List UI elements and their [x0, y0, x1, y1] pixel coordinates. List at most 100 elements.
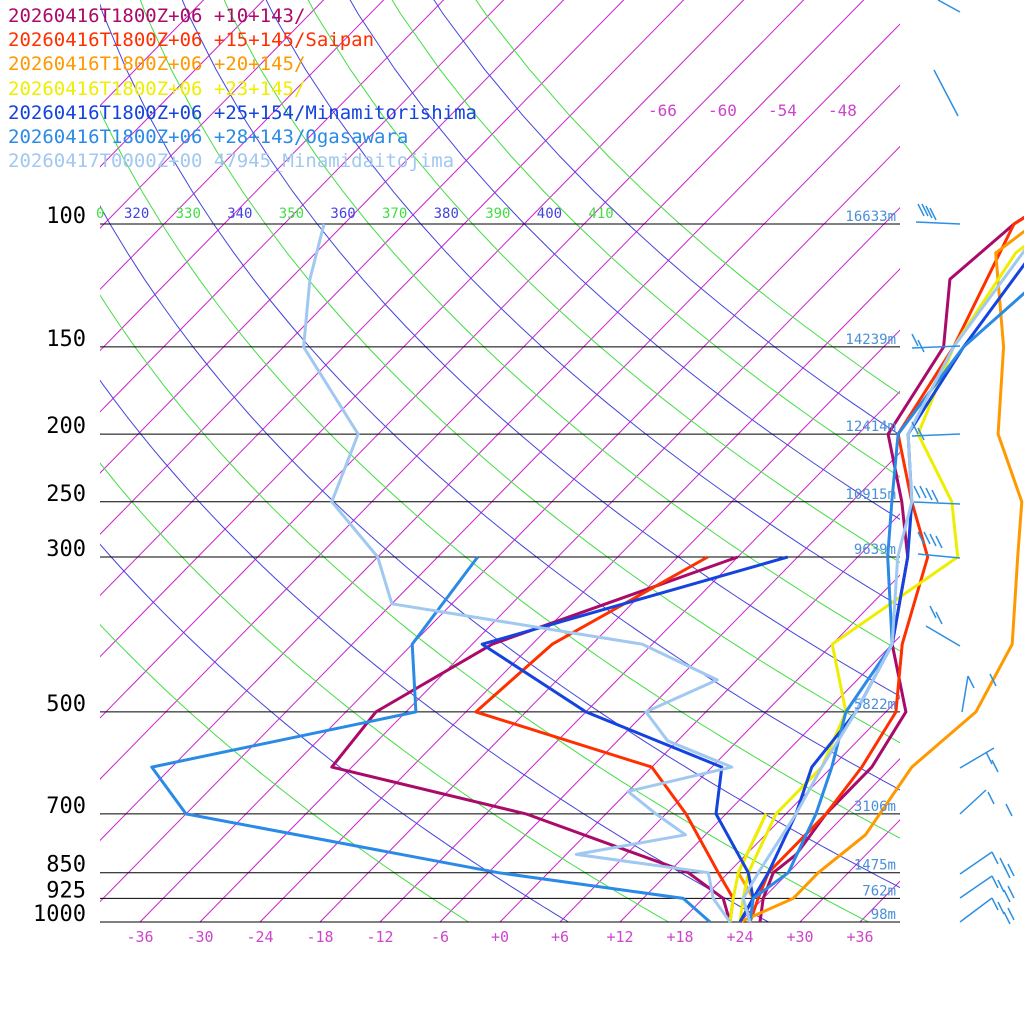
dry-adiabat-line [100, 623, 469, 923]
wind-barb-flag [919, 485, 927, 499]
wind-barb-flag [917, 427, 925, 441]
legend-entry: 20260416T1800Z+06 +28+143/Ogasawara [8, 125, 409, 148]
wind-barb-flag [931, 489, 939, 503]
temperature-tick-label: +18 [666, 928, 693, 946]
wind-barb-flag [1003, 865, 1011, 879]
series-dewpoint-line [728, 813, 768, 923]
isotherm-line [100, 0, 445, 352]
wind-barb-flag [1003, 889, 1011, 903]
wind-barb-flag [913, 485, 921, 499]
wind-barb-staff [959, 875, 993, 899]
series-temperature-line [741, 248, 1024, 923]
isotherm-line [100, 0, 325, 229]
wind-barb-flag [917, 531, 925, 545]
wind-barb-flag [917, 203, 925, 217]
series-temperature-line [748, 291, 1024, 923]
wind-barb-flag [1005, 803, 1013, 817]
wind-barb-flag [929, 605, 937, 619]
isotherm-line [859, 880, 900, 923]
height-label: 10915m [845, 487, 896, 503]
wind-barb-staff [959, 789, 987, 815]
wind-barb-flag [991, 759, 999, 773]
temperature-tick-label: -30 [186, 928, 213, 946]
pressure-label: 700 [46, 794, 86, 819]
theta-label: 410 [588, 206, 613, 222]
wind-barb-flag [925, 205, 933, 219]
legend-entry: 20260416T1800Z+06 +23+145/ [8, 77, 306, 100]
height-label: 5822m [854, 697, 896, 713]
wind-barb-staff [913, 501, 961, 505]
wind-barb-flag [921, 203, 929, 217]
series-temperature-line [739, 229, 1024, 924]
height-label: 9639m [854, 542, 896, 558]
wind-barb-flag [997, 879, 1005, 893]
theta-label: 330 [176, 206, 201, 222]
height-label: 14239m [845, 332, 896, 348]
dry-adiabat-line [100, 462, 669, 923]
wind-barb-staff [911, 433, 961, 437]
wind-barb-staff [959, 851, 993, 875]
series-temperature-line [738, 262, 1024, 923]
isotherm-line [100, 0, 265, 168]
legend-entry: 20260416T1800Z+06 +25+154/Minamitorishim… [8, 101, 477, 124]
wind-barb-flag [997, 901, 1005, 915]
wind-barb-flag [989, 673, 997, 687]
height-label: 3106m [854, 799, 896, 815]
pressure-label: 925 [46, 878, 86, 903]
wind-barb-flag [1007, 907, 1015, 921]
pressure-label: 500 [46, 692, 86, 717]
wind-barb-staff [917, 553, 961, 559]
isotherm-line [499, 513, 900, 923]
wind-barb-flag [1003, 911, 1011, 925]
isotherm-line [439, 451, 900, 923]
legend-entry: 20260417T0000Z+00 47945_Minamidaitojima [8, 150, 455, 173]
legend-entry: 20260416T1800Z+06 +10+143/ [8, 5, 306, 27]
temperature-tick-label: -24 [246, 928, 273, 946]
wind-barb-flag [911, 421, 919, 435]
temperature-tick-label: +30 [786, 928, 813, 946]
pressure-label: 250 [46, 482, 86, 507]
isotherm-top-label: -66 [648, 101, 677, 120]
theta-label: 370 [382, 206, 407, 222]
series-temperature-line [748, 216, 1024, 923]
wind-barb-staff [959, 897, 993, 923]
temperature-tick-label: +24 [726, 928, 753, 946]
wind-barb-flag [967, 675, 975, 689]
dry-adiabat-line [475, 0, 900, 395]
theta-label: 360 [330, 206, 355, 222]
isotherm-line [799, 819, 900, 923]
wind-barb-flag [929, 207, 937, 221]
sounding-series [150, 215, 1024, 924]
legend: 20260416T1800Z+06 +10+143/20260416T1800Z… [8, 4, 477, 173]
pressure-label: 850 [46, 853, 86, 878]
wind-barb-staff [959, 747, 995, 769]
temperature-tick-label: -36 [126, 928, 153, 946]
axis-labels: 100 16633m 150 14239m 200 12414m 250 10915m 300 9… [33, 101, 896, 946]
wind-barb-flag [917, 339, 925, 353]
temperature-tick-label: +0 [491, 928, 509, 946]
wind-barb-flag [1007, 885, 1015, 899]
pressure-label: 100 [46, 204, 86, 229]
pressure-label: 300 [46, 537, 86, 562]
wind-barb-staff [925, 625, 961, 647]
series-dewpoint-line [474, 555, 735, 923]
height-label: 16633m [845, 209, 896, 225]
isotherm-line [559, 574, 900, 923]
theta-label: 390 [485, 206, 510, 222]
pressure-label: 1000 [33, 902, 86, 927]
wind-barb-flag [1007, 863, 1015, 877]
height-label: 12414m [845, 419, 896, 435]
wind-barb-flag [991, 897, 999, 911]
wind-barb-staff [915, 221, 961, 225]
isotherm-top-label: -54 [768, 101, 797, 120]
wind-barb-flag [991, 875, 999, 889]
temperature-tick-label: -12 [366, 928, 393, 946]
theta-label: 320 [124, 206, 149, 222]
pressure-label: 150 [46, 327, 86, 352]
isotherm-top-label: -48 [828, 101, 857, 120]
series-dewpoint-line [330, 555, 739, 923]
isotherm-line [100, 0, 505, 413]
height-label: 762m [862, 883, 896, 899]
isotherm-line [679, 696, 900, 923]
wind-barb-staff [911, 345, 961, 349]
